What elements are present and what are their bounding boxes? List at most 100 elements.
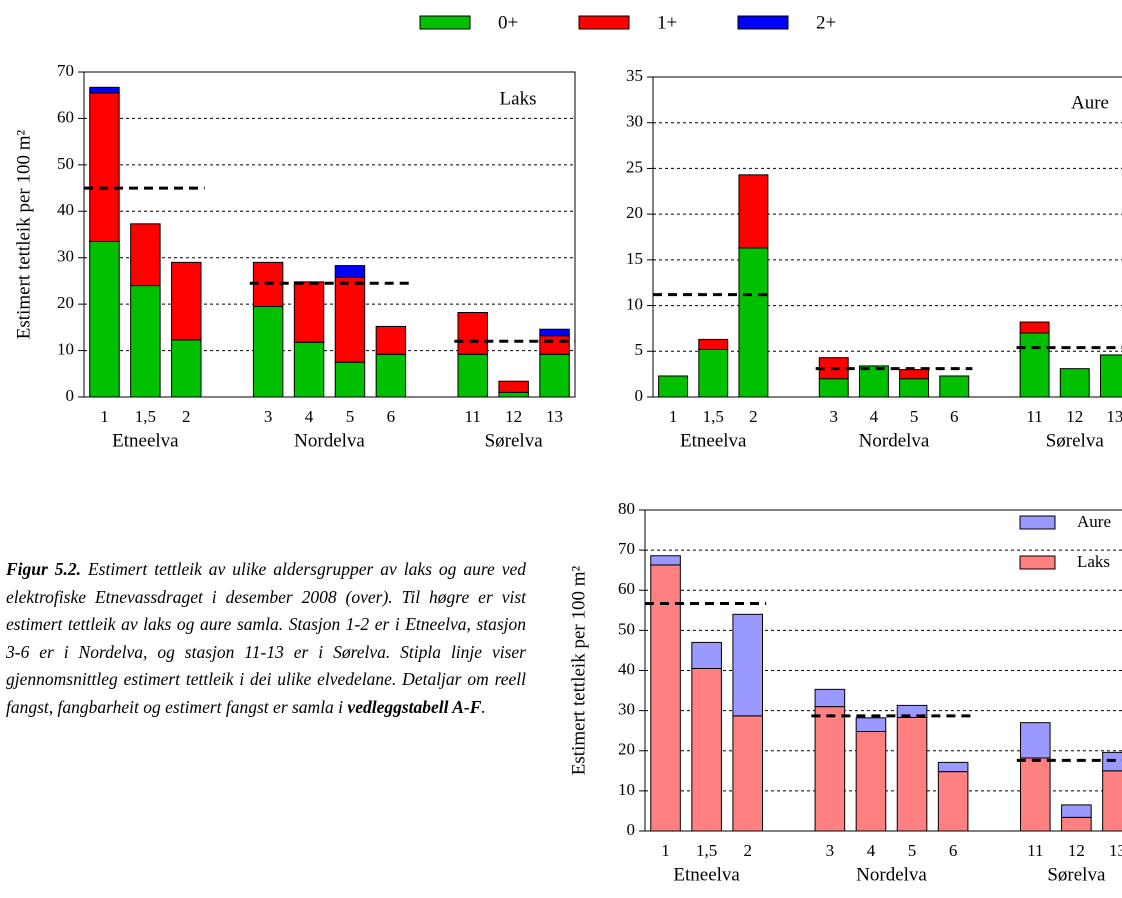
bar-segment: [1102, 770, 1122, 832]
caption-end: .: [481, 696, 486, 717]
y-tick-label: 10: [618, 780, 635, 799]
bar-segment: [698, 348, 729, 398]
legend-swatch: [737, 15, 789, 30]
y-tick-label: 40: [57, 200, 74, 219]
bar-segment: [939, 375, 970, 398]
bar-segment: [937, 761, 969, 773]
x-tick-label: 4: [867, 841, 876, 860]
x-tick-label: 1,5: [696, 841, 717, 860]
x-tick-label: 1: [669, 407, 678, 426]
caption-text: Estimert tettleik av ulike aldersgrupper…: [6, 559, 527, 717]
bar-segment: [650, 564, 681, 832]
y-tick-label: 60: [57, 107, 74, 126]
bar-segment: [375, 325, 407, 355]
group-label: Etneelva: [680, 430, 747, 451]
bar-segment: [855, 717, 887, 732]
legend-swatch: [1019, 555, 1056, 570]
bar-segment: [732, 613, 763, 717]
legend-swatch: [1019, 515, 1056, 530]
annotation: Aure: [1071, 92, 1109, 113]
y-tick-label: 20: [626, 203, 643, 222]
legend-label: 2+: [816, 12, 836, 33]
y-tick-label: 0: [635, 386, 644, 405]
x-tick-label: 3: [830, 407, 839, 426]
caption: Figur 5.2. Estimert tettleik av ulike al…: [6, 556, 526, 722]
group-label: Sørelva: [1046, 430, 1105, 451]
y-tick-label: 70: [618, 539, 635, 558]
bar-segment: [691, 667, 722, 832]
bar-segment: [814, 688, 846, 708]
bar-segment: [937, 771, 969, 832]
bar-segment: [658, 375, 689, 398]
bar-segment: [171, 261, 202, 341]
group-label: Etneelva: [112, 430, 179, 451]
bar-segment: [375, 353, 407, 398]
x-tick-label: 6: [949, 841, 958, 860]
plot-frame: [652, 76, 1122, 398]
x-tick-label: 12: [1066, 407, 1083, 426]
bar-segment: [252, 305, 284, 398]
y-tick-label: 0: [66, 386, 75, 405]
y-tick-label: 20: [57, 293, 74, 312]
bar-segment: [89, 240, 120, 398]
legend-swatch: [578, 15, 630, 30]
group-label: Sørelva: [485, 430, 544, 451]
y-tick-label: 25: [626, 157, 643, 176]
x-tick-label: 13: [1109, 841, 1122, 860]
y-tick-label: 50: [57, 154, 74, 173]
bar-segment: [89, 86, 120, 94]
y-tick-label: 35: [626, 66, 643, 85]
y-tick-label: 5: [635, 340, 644, 359]
bar-segment: [334, 361, 366, 398]
x-tick-label: 11: [1027, 841, 1043, 860]
bar-segment: [896, 716, 928, 832]
x-tick-label: 3: [264, 407, 273, 426]
legend-label: 0+: [498, 12, 518, 33]
x-tick-label: 4: [305, 407, 314, 426]
bar-segment: [1020, 722, 1051, 759]
bar-segment: [334, 265, 366, 278]
bar-segment: [698, 338, 729, 350]
y-tick-label: 30: [626, 112, 643, 131]
y-tick-label: 50: [618, 619, 635, 638]
legend-label: Aure: [1077, 512, 1111, 531]
annotation: Laks: [500, 88, 537, 109]
group-label: Etneelva: [673, 864, 740, 885]
y-axis-label: Estimert tettleik per 100 m²: [13, 130, 34, 340]
bar-segment: [89, 92, 120, 242]
x-tick-label: 3: [826, 841, 835, 860]
bar-segment: [539, 328, 570, 337]
x-tick-label: 2: [182, 407, 191, 426]
plot-frame: [83, 71, 576, 398]
y-tick-label: 60: [618, 579, 635, 598]
bar-segment: [738, 174, 769, 249]
bar-segment: [899, 378, 930, 398]
bar-segment: [1061, 816, 1092, 832]
bar-segment: [130, 285, 161, 398]
caption-label: Figur 5.2.: [6, 559, 82, 579]
bar-segment: [498, 380, 529, 393]
plot-frame: [644, 509, 1122, 832]
bar-segment: [899, 369, 930, 380]
y-tick-label: 40: [618, 659, 635, 678]
x-tick-label: 6: [387, 407, 396, 426]
x-tick-label: 5: [908, 841, 917, 860]
bar-segment: [814, 706, 846, 832]
legend-label: Laks: [1077, 552, 1110, 571]
y-tick-label: 15: [626, 249, 643, 268]
bar-segment: [334, 276, 366, 363]
x-tick-label: 11: [1026, 407, 1042, 426]
x-tick-label: 12: [505, 407, 522, 426]
bar-segment: [293, 341, 325, 398]
x-tick-label: 4: [870, 407, 879, 426]
bar-segment: [818, 378, 849, 398]
x-tick-label: 2: [743, 841, 752, 860]
bar-segment: [1019, 332, 1050, 398]
x-tick-label: 12: [1068, 841, 1085, 860]
y-tick-label: 30: [57, 247, 74, 266]
legend-label: 1+: [657, 12, 677, 33]
x-tick-label: 13: [1106, 407, 1122, 426]
bar-segment: [539, 353, 570, 398]
legend-swatch: [419, 15, 471, 30]
